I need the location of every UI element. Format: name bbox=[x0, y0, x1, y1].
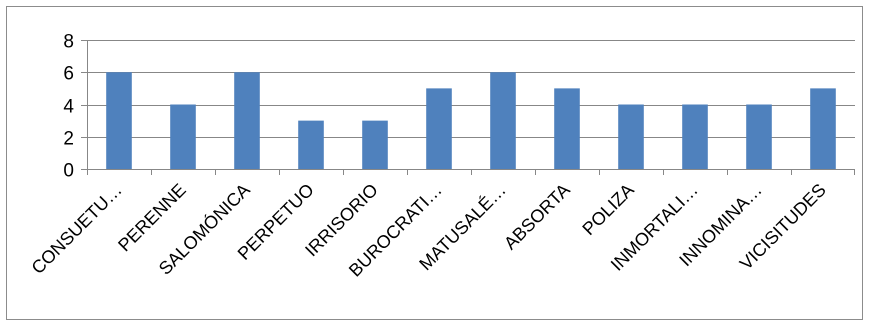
bar bbox=[490, 72, 516, 169]
bar bbox=[234, 72, 260, 169]
bar bbox=[618, 104, 644, 169]
bar bbox=[362, 120, 388, 169]
bar bbox=[106, 72, 132, 169]
x-category-label: POLIZA bbox=[578, 180, 637, 239]
y-tick-label: 4 bbox=[63, 97, 74, 118]
y-tick-label: 8 bbox=[63, 32, 74, 53]
bar bbox=[746, 104, 772, 169]
bar bbox=[810, 88, 836, 169]
bar bbox=[298, 120, 324, 169]
bar bbox=[682, 104, 708, 169]
bar bbox=[170, 104, 196, 169]
y-tick-label: 2 bbox=[63, 129, 74, 150]
x-category-label: ABSORTA bbox=[500, 180, 574, 254]
bar bbox=[554, 88, 580, 169]
y-tick-label: 0 bbox=[63, 161, 74, 182]
bar bbox=[426, 88, 452, 169]
x-category-label: CONSUETU… bbox=[28, 180, 126, 278]
y-tick-label: 6 bbox=[63, 64, 74, 85]
